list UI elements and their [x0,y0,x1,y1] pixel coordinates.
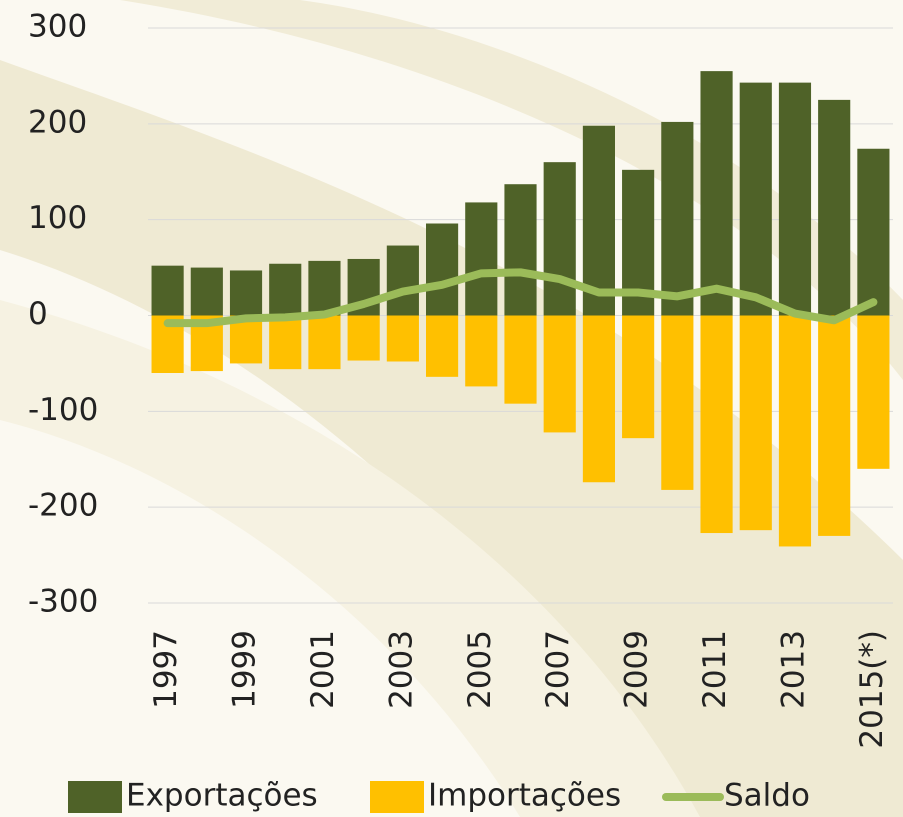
y-tick-label: 300 [28,9,87,45]
bar [700,71,733,316]
bar [465,202,498,316]
y-tick-label: 100 [28,200,87,236]
bar [857,315,890,469]
x-tick-label: 2013 [775,630,811,709]
x-tick-label: 2009 [619,630,655,709]
bar [739,82,772,316]
bar [622,315,655,439]
bar [778,315,812,547]
legend-label: Importações [428,778,621,814]
x-tick-label: 2005 [462,630,498,709]
bar [857,148,890,316]
bar [426,315,459,377]
bar [386,245,419,316]
x-tick-label: 1999 [227,630,263,709]
x-tick-label: 2007 [540,630,576,709]
y-tick-label: 0 [28,296,48,332]
bar [426,223,459,316]
bar [190,267,223,316]
bar [661,121,694,316]
line [163,268,878,328]
bar [582,315,615,483]
bar [465,315,498,387]
bar [269,263,302,316]
bar [818,99,851,316]
y-tick-label: -100 [28,392,98,428]
x-tick-label: 2011 [697,630,733,709]
bar [700,315,733,534]
bar [151,265,184,316]
bar [818,315,851,536]
y-tick-label: 200 [28,104,87,140]
x-tick-label: 1997 [148,630,184,709]
bar [778,82,812,316]
x-tick-label: 2003 [383,630,419,709]
y-tick-label: -200 [28,488,98,524]
bar [543,162,576,316]
bar [661,315,694,490]
legend-label: Saldo [724,778,810,814]
y-tick-label: -300 [28,584,98,620]
legend-marker [68,781,122,813]
bar [308,260,341,316]
bar [347,315,380,361]
bar [504,184,537,316]
x-tick-label: 2001 [305,630,341,709]
legend-marker [370,781,424,813]
x-tick-label: 2015(*) [854,630,890,749]
bar [386,315,419,362]
bar [308,315,341,370]
bar [269,315,302,370]
legend-label: Exportações [126,778,318,814]
bar [739,315,772,531]
bar [582,125,615,316]
bar [504,315,537,404]
bar [543,315,576,433]
bar [229,270,263,316]
